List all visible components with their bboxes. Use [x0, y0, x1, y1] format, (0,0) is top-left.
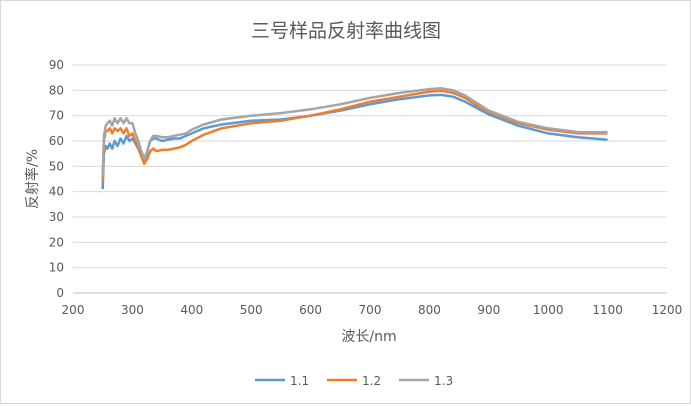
x-tick-label: 900: [477, 303, 500, 317]
y-tick-label: 20: [49, 235, 64, 249]
y-tick-label: 90: [49, 58, 64, 72]
gridlines: [73, 64, 667, 294]
y-tick-label: 40: [49, 185, 64, 199]
x-tick-label: 600: [299, 303, 322, 317]
y-axis-label: 反射率/%: [24, 149, 41, 209]
y-tick-label: 50: [49, 159, 64, 173]
x-axis-ticks: 200 300 400 500 600 700 800 900 1000 1100 1200: [62, 303, 683, 317]
x-tick-label: 800: [418, 303, 441, 317]
y-tick-label: 30: [49, 210, 64, 224]
chart-title: 三号样品反射率曲线图: [251, 20, 441, 42]
legend-label-3: 1.3: [434, 374, 453, 388]
legend: 1.1 1.2 1.3: [255, 374, 453, 388]
series-line-2: [101, 89, 608, 182]
x-tick-label: 300: [121, 303, 144, 317]
x-tick-label: 1100: [592, 303, 623, 317]
y-axis-ticks: 0 10 20 30 40 50 60 70 80 90: [49, 58, 64, 300]
series-line-1: [101, 93, 608, 190]
x-tick-label: 200: [62, 303, 85, 317]
legend-label-1: 1.1: [290, 374, 309, 388]
x-tick-label: 1200: [652, 303, 683, 317]
x-tick-label: 400: [180, 303, 203, 317]
y-tick-label: 60: [49, 134, 64, 148]
x-tick-label: 500: [240, 303, 263, 317]
legend-label-2: 1.2: [362, 374, 381, 388]
series-lines: [101, 87, 608, 190]
y-tick-label: 80: [49, 83, 64, 97]
series-line-3: [101, 87, 608, 177]
x-tick-label: 700: [359, 303, 382, 317]
y-tick-label: 10: [49, 261, 64, 275]
x-axis-label: 波长/nm: [341, 329, 396, 345]
x-tick-label: 1000: [533, 303, 564, 317]
y-tick-label: 70: [49, 109, 64, 123]
y-tick-label: 0: [56, 286, 64, 300]
